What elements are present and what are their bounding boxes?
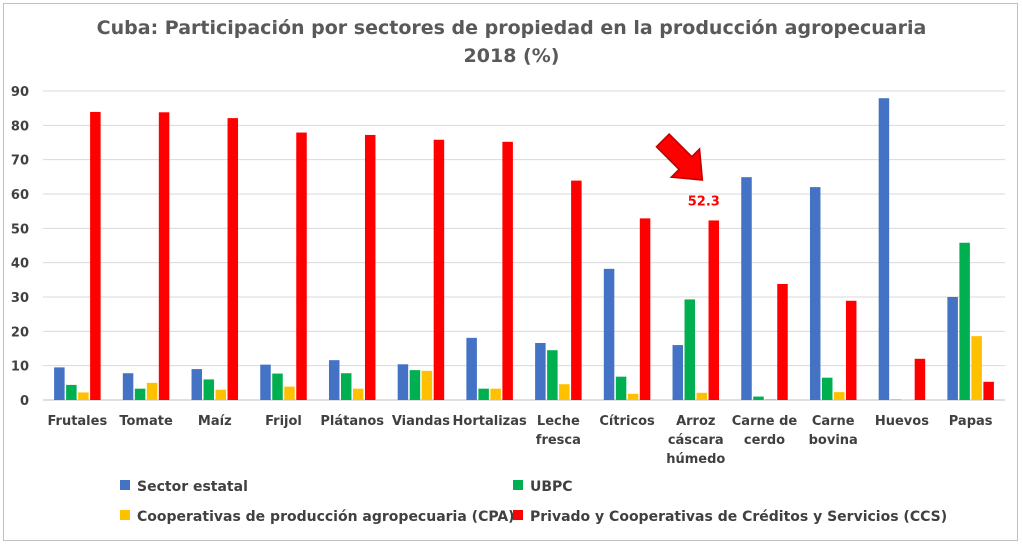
x-tick-label: Frutales <box>47 414 107 429</box>
x-tick-label: Maíz <box>198 414 232 429</box>
bar <box>490 388 501 400</box>
bar <box>684 299 696 400</box>
x-tick-label: cáscara <box>668 433 724 448</box>
bar <box>603 268 615 400</box>
y-tick-label: 30 <box>11 291 29 306</box>
bar <box>696 392 708 400</box>
bar <box>54 367 65 400</box>
x-tick-label: Cítricos <box>599 414 655 429</box>
bar <box>203 379 215 400</box>
legend-swatch <box>120 480 130 490</box>
bar <box>328 360 340 400</box>
bar <box>296 132 307 400</box>
bar <box>559 384 570 400</box>
bar <box>833 392 845 400</box>
bar <box>433 139 445 400</box>
x-tick-label: Frijol <box>265 414 302 429</box>
bar <box>627 393 639 400</box>
x-tick-label: cerdo <box>744 433 785 448</box>
bar <box>364 134 376 401</box>
bar <box>809 187 821 400</box>
bar <box>753 396 764 400</box>
bar <box>260 364 271 400</box>
annotation-label: 52.3 <box>688 194 720 209</box>
y-tick-label: 40 <box>11 257 29 272</box>
x-tick-label: Carne <box>812 414 855 429</box>
bar <box>639 218 651 400</box>
y-tick-label: 90 <box>11 85 29 100</box>
bar <box>466 337 477 400</box>
x-tick-label: bovina <box>809 433 858 448</box>
bar <box>122 373 134 400</box>
bar <box>478 388 489 400</box>
bar <box>983 381 994 400</box>
bar <box>947 297 958 400</box>
legend-entry: Sector estatal <box>137 479 248 495</box>
x-tick-label: Tomate <box>119 414 173 429</box>
y-tick-label: 0 <box>20 394 29 409</box>
bar <box>547 350 558 400</box>
bar <box>284 386 295 400</box>
bar <box>227 118 239 400</box>
bar <box>340 373 352 400</box>
legend-swatch <box>120 510 130 520</box>
x-tick-label: Hortalizas <box>453 414 527 429</box>
bar <box>535 343 546 400</box>
chart-title: Cuba: Participación por sectores de prop… <box>0 14 1023 70</box>
bar <box>765 398 776 400</box>
bar <box>878 98 890 401</box>
bar <box>708 220 720 400</box>
bar <box>672 345 684 400</box>
bar <box>90 111 101 401</box>
bar <box>158 112 170 400</box>
y-tick-label: 10 <box>11 360 29 375</box>
red-arrow-icon <box>655 133 704 181</box>
legend-entry: Privado y Cooperativas de Créditos y Ser… <box>530 509 947 525</box>
bar <box>78 392 89 400</box>
bar <box>352 388 364 400</box>
x-tick-label: Carne de <box>732 414 798 429</box>
x-tick-label: Huevos <box>875 414 929 429</box>
x-tick-label: húmedo <box>666 452 725 467</box>
bar <box>191 369 203 400</box>
bar <box>421 370 433 400</box>
bar <box>741 177 752 400</box>
x-tick-label: fresca <box>536 433 581 448</box>
bar <box>397 364 409 400</box>
bar <box>146 382 158 400</box>
bar <box>272 373 283 400</box>
legend-entry: UBPC <box>530 479 573 495</box>
x-tick-label: Arroz <box>676 414 715 429</box>
bar <box>134 388 146 400</box>
bar <box>409 370 421 400</box>
bar <box>914 358 926 400</box>
bar <box>959 242 970 400</box>
legend-entry: Cooperativas de producción agropecuaria … <box>137 509 515 525</box>
bar <box>615 376 627 400</box>
legend-swatch <box>513 480 523 490</box>
legend-swatch <box>513 510 523 520</box>
y-tick-label: 50 <box>11 222 29 237</box>
x-tick-label: Plátanos <box>320 414 384 429</box>
bar <box>971 336 982 400</box>
bar <box>777 283 788 400</box>
bar <box>66 384 77 400</box>
chart-subtitle-text: 2018 (%) <box>463 45 560 67</box>
bar <box>845 300 857 400</box>
y-tick-label: 60 <box>11 188 29 203</box>
bar <box>571 180 582 400</box>
y-tick-label: 70 <box>11 154 29 169</box>
x-tick-label: Papas <box>949 414 993 429</box>
bar <box>821 377 833 400</box>
bar <box>502 141 513 400</box>
x-tick-label: Leche <box>537 414 580 429</box>
x-tick-label: Viandas <box>392 414 450 429</box>
bar <box>215 389 227 400</box>
chart-title-text: Cuba: Participación por sectores de prop… <box>96 17 927 39</box>
y-tick-label: 20 <box>11 325 29 340</box>
y-tick-label: 80 <box>11 119 29 134</box>
